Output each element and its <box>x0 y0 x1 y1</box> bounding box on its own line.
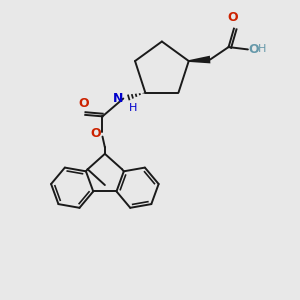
Text: O: O <box>79 97 89 110</box>
Text: H: H <box>258 44 267 54</box>
Text: O: O <box>91 127 101 140</box>
Text: O: O <box>227 11 238 25</box>
Text: N: N <box>113 92 123 105</box>
Polygon shape <box>189 56 210 63</box>
Text: O: O <box>249 43 260 56</box>
Text: H: H <box>129 103 138 113</box>
